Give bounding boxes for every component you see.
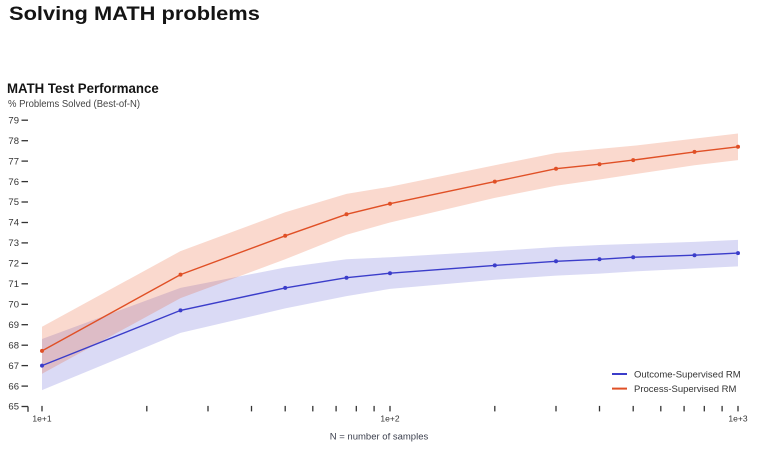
svg-text:73: 73 <box>8 238 19 249</box>
svg-text:Process-Supervised RM: Process-Supervised RM <box>634 384 737 395</box>
svg-text:68: 68 <box>8 340 19 351</box>
svg-text:69: 69 <box>8 320 19 331</box>
svg-text:72: 72 <box>8 259 19 270</box>
svg-text:65: 65 <box>8 402 19 413</box>
svg-text:67: 67 <box>8 361 19 372</box>
svg-text:Outcome-Supervised RM: Outcome-Supervised RM <box>634 369 741 380</box>
svg-text:70: 70 <box>8 300 19 311</box>
svg-text:75: 75 <box>8 197 19 208</box>
svg-text:71: 71 <box>8 279 19 290</box>
svg-text:1e+3: 1e+3 <box>728 414 747 424</box>
svg-text:N = number of samples: N = number of samples <box>330 432 429 443</box>
svg-text:76: 76 <box>8 177 19 188</box>
svg-text:79: 79 <box>8 115 19 126</box>
svg-text:1e+1: 1e+1 <box>32 414 51 424</box>
svg-text:66: 66 <box>8 381 19 392</box>
svg-text:77: 77 <box>8 156 19 167</box>
svg-text:74: 74 <box>8 218 19 229</box>
svg-text:78: 78 <box>8 136 19 147</box>
svg-text:1e+2: 1e+2 <box>380 414 399 424</box>
